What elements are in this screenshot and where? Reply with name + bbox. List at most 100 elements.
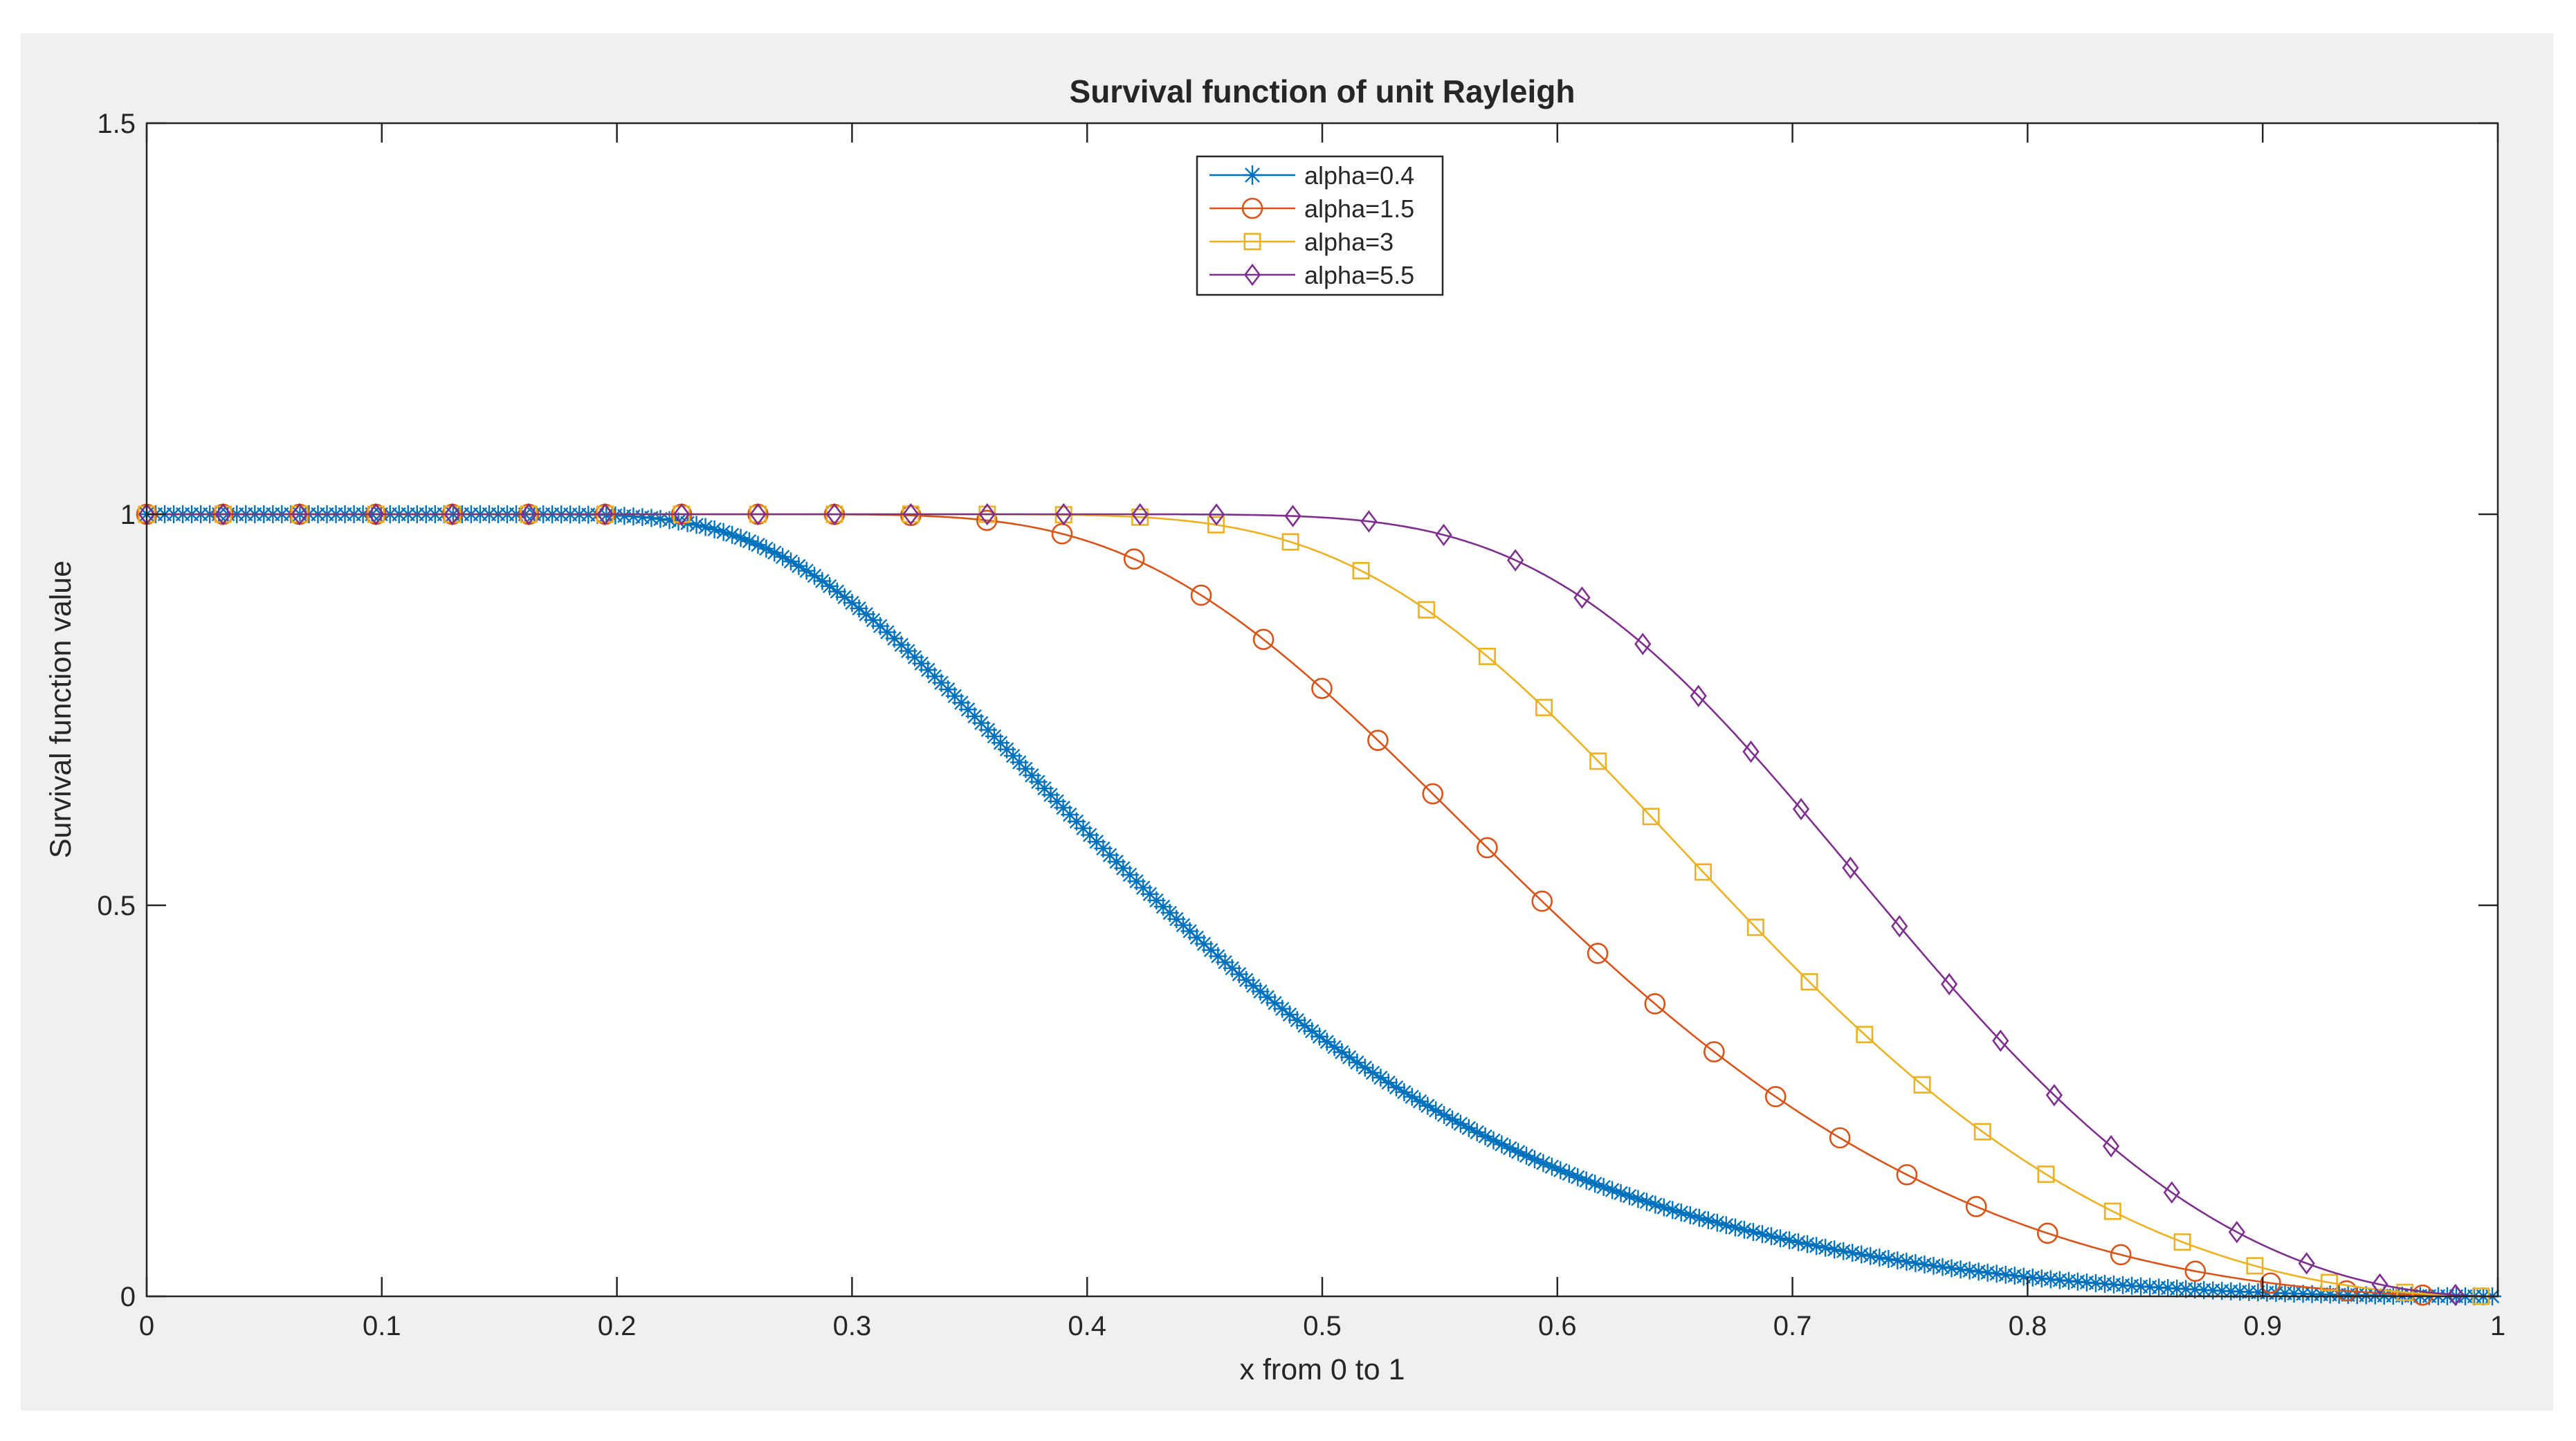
circle-marker xyxy=(1367,729,1389,751)
asterisk-stroke xyxy=(767,545,782,560)
diamond-marker xyxy=(1992,1029,2009,1052)
asterisk-stroke xyxy=(1135,880,1151,895)
asterisk-stroke xyxy=(1063,807,1077,822)
asterisk-stroke xyxy=(1818,1240,1833,1255)
asterisk-stroke xyxy=(733,530,748,545)
circle-marker xyxy=(1241,197,1263,219)
diamond-marker xyxy=(596,502,614,526)
asterisk-stroke xyxy=(1719,1217,1734,1233)
asterisk-stroke xyxy=(852,601,866,616)
asterisk-stroke xyxy=(1453,1116,1468,1131)
diamond-marker xyxy=(1435,523,1452,547)
asterisk-stroke xyxy=(1764,1229,1779,1244)
asterisk-stroke xyxy=(1587,1177,1602,1191)
diamond-marker xyxy=(444,502,461,526)
asterisk-stroke xyxy=(1854,1247,1869,1262)
legend-entry: alpha=5.5 xyxy=(1209,261,1414,289)
asterisk-stroke xyxy=(1536,1156,1551,1170)
x-tick-label: 0.9 xyxy=(2243,1311,2282,1341)
asterisk-stroke xyxy=(1461,1121,1477,1136)
legend-label: alpha=5.5 xyxy=(1304,261,1414,289)
circle-marker xyxy=(1051,523,1073,545)
x-tick-label: 0.4 xyxy=(1068,1311,1106,1341)
asterisk-marker xyxy=(1915,1255,1934,1274)
asterisk-stroke xyxy=(866,613,881,628)
asterisk-marker xyxy=(1672,1203,1690,1222)
asterisk-marker xyxy=(1870,1248,1889,1267)
asterisk-marker xyxy=(1258,988,1277,1006)
asterisk-marker xyxy=(1348,1053,1367,1072)
asterisk-marker xyxy=(2023,1268,2042,1287)
asterisk-marker xyxy=(1735,1220,1753,1239)
circle-marker xyxy=(2110,1244,2132,1266)
asterisk-stroke xyxy=(1232,967,1247,981)
legend-entry: alpha=3 xyxy=(1209,228,1394,256)
asterisk-marker xyxy=(1969,1262,1988,1281)
asterisk-stroke xyxy=(1436,1107,1452,1123)
asterisk-stroke xyxy=(1358,1060,1372,1075)
asterisk-stroke xyxy=(1510,1145,1526,1159)
asterisk-marker xyxy=(1230,965,1248,984)
asterisk-marker xyxy=(1933,1258,1952,1276)
asterisk-marker xyxy=(1924,1256,1943,1275)
x-tick-label: 0.7 xyxy=(1773,1311,1812,1341)
asterisk-stroke xyxy=(1327,1040,1342,1055)
asterisk-stroke xyxy=(1397,1085,1412,1100)
diamond-marker xyxy=(1284,505,1301,527)
asterisk-stroke xyxy=(1082,828,1097,842)
asterisk-marker xyxy=(1435,1105,1454,1124)
asterisk-stroke xyxy=(1405,1089,1419,1104)
square-marker xyxy=(1535,698,1553,716)
circle-marker xyxy=(1965,1196,1987,1217)
diamond-marker xyxy=(749,502,767,526)
asterisk-stroke xyxy=(1527,1152,1542,1167)
circle-marker xyxy=(1587,943,1609,964)
asterisk-stroke xyxy=(1245,167,1260,183)
asterisk-stroke xyxy=(1246,979,1261,993)
square-marker xyxy=(1856,1026,1874,1044)
asterisk-stroke xyxy=(1701,1213,1716,1228)
legend-label: alpha=0.4 xyxy=(1304,161,1414,190)
asterisk-stroke xyxy=(1836,1244,1851,1258)
diamond-marker xyxy=(291,502,308,526)
asterisk-stroke xyxy=(742,534,757,549)
legend-label: alpha=1.5 xyxy=(1304,194,1414,223)
asterisk-marker xyxy=(1403,1087,1421,1106)
diamond-marker xyxy=(1690,685,1707,707)
asterisk-stroke xyxy=(1218,955,1232,970)
x-tick-label: 0.5 xyxy=(1303,1311,1342,1341)
legend: alpha=0.4 alpha=1.5 alpha=3 alpha=5.5 xyxy=(1196,155,1444,296)
y-axis-label: Survival function value xyxy=(44,561,77,858)
asterisk-stroke xyxy=(859,607,873,622)
asterisk-stroke xyxy=(1211,949,1225,963)
asterisk-marker xyxy=(1942,1259,1961,1278)
asterisk-marker xyxy=(651,509,670,528)
asterisk-stroke xyxy=(1562,1166,1576,1181)
asterisk-marker xyxy=(1451,1114,1470,1133)
asterisk-stroke xyxy=(1305,1024,1319,1039)
asterisk-marker xyxy=(1951,1260,1970,1279)
diamond-marker xyxy=(1634,633,1652,655)
x-tick-label: 1 xyxy=(2490,1311,2505,1341)
diamond-marker xyxy=(1243,263,1261,287)
asterisk-stroke xyxy=(1605,1183,1620,1197)
asterisk-stroke xyxy=(1312,1029,1327,1044)
series-layer xyxy=(136,502,2502,1307)
asterisk-stroke xyxy=(1069,814,1084,829)
asterisk-stroke xyxy=(1445,1112,1460,1127)
asterisk-stroke xyxy=(1412,1094,1427,1109)
asterisk-stroke xyxy=(1478,1129,1492,1144)
asterisk-marker xyxy=(1825,1240,1844,1259)
asterisk-stroke xyxy=(1189,930,1204,945)
circle-marker xyxy=(1896,1163,1918,1186)
asterisk-stroke xyxy=(1096,841,1111,856)
asterisk-marker xyxy=(1843,1244,1862,1262)
diamond-marker xyxy=(2447,1283,2464,1307)
square-marker xyxy=(2320,1274,2338,1292)
asterisk-marker xyxy=(1209,947,1227,966)
asterisk-marker xyxy=(1492,1135,1511,1154)
asterisk-stroke xyxy=(1791,1235,1806,1249)
asterisk-stroke xyxy=(698,520,713,534)
diamond-marker xyxy=(825,502,843,526)
asterisk-marker xyxy=(2005,1267,2024,1285)
